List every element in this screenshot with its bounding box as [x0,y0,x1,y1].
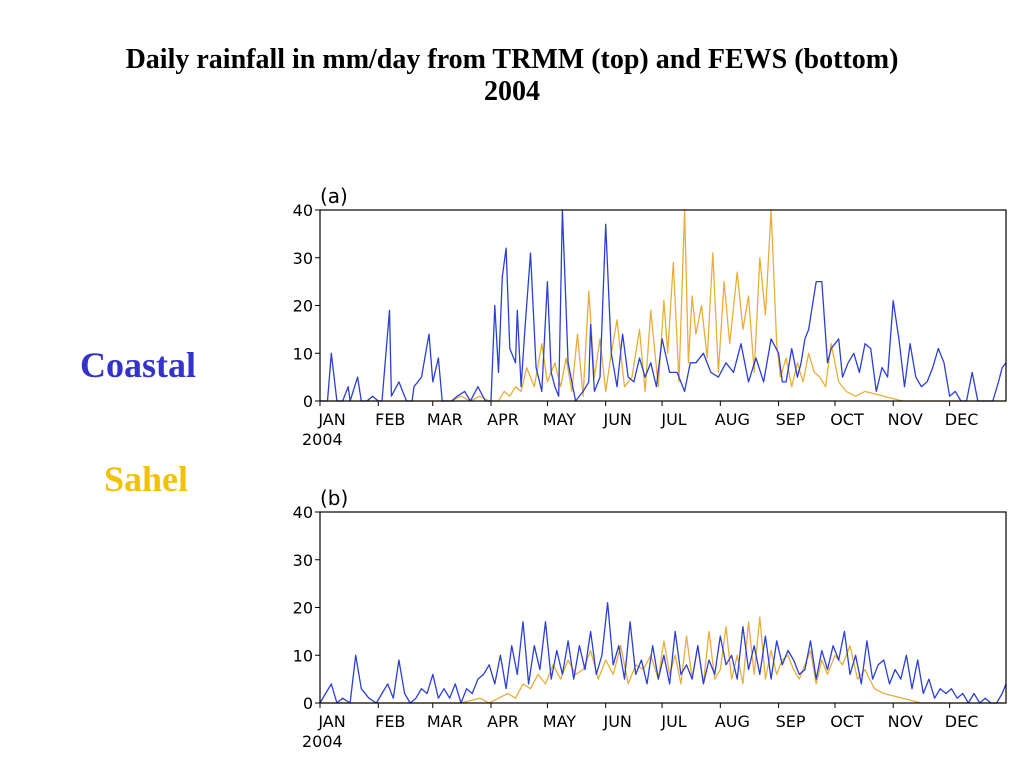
year-label: 2004 [302,430,343,449]
y-tick-label: 40 [293,201,313,220]
x-tick-label: JUL [660,712,686,731]
x-tick-label: MAY [543,712,577,731]
slide-title-line1: Daily rainfall in mm/day from TRMM (top)… [125,44,899,75]
x-tick-label: JAN [317,410,345,429]
x-tick-label: MAY [543,410,577,429]
x-tick-label: MAR [427,712,463,731]
x-tick-label: FEB [375,410,405,429]
y-tick-label: 40 [293,503,313,522]
x-tick-label: AUG [715,410,750,429]
x-tick-label: JUN [602,410,631,429]
y-tick-label: 20 [293,599,313,618]
y-tick-label: 10 [293,646,313,665]
y-tick-label: 0 [303,392,313,411]
y-tick-label: 0 [303,694,313,713]
x-tick-label: SEP [776,410,806,429]
x-tick-label: NOV [888,712,923,731]
x-tick-label: APR [487,712,519,731]
x-tick-label: NOV [888,410,923,429]
x-tick-label: JUN [602,712,631,731]
chart-panel-b: (b) 0 10 20 30 40 JAN FEB MAR APR MAY JUN JUL AUG SEP O… [293,486,1007,751]
y-tick-label: 30 [293,551,313,570]
chart-panel-a: (a) 0 10 20 30 40 JAN FEB MAR APR MAY JUN JUL AUG SEP O… [293,184,1007,449]
series-line-coastal [319,602,1007,704]
y-tick-label: 30 [293,249,313,268]
legend-coastal: Coastal [80,345,196,385]
slide-title-line2: 2004 [484,76,540,107]
x-tick-label: AUG [715,712,750,731]
panel-label: (b) [320,486,348,510]
plot-frame [319,209,1007,402]
slide-title: Daily rainfall in mm/day from TRMM (top)… [0,44,1024,108]
y-tick-label: 10 [293,344,313,363]
x-tick-label: DEC [945,410,979,429]
x-tick-label: SEP [776,712,806,731]
x-tick-label: FEB [375,712,405,731]
y-tick-label: 20 [293,297,313,316]
plot-frame [319,511,1007,704]
legend-sahel: Sahel [104,459,189,499]
year-label: 2004 [302,732,343,751]
x-tick-label: DEC [945,712,979,731]
series-line-sahel [320,209,1006,402]
x-tick-label: JAN [317,712,345,731]
x-tick-label: OCT [830,410,864,429]
x-tick-label: APR [487,410,519,429]
x-tick-label: JUL [660,410,686,429]
x-tick-label: OCT [830,712,864,731]
panel-label: (a) [320,184,348,208]
series-line-coastal [320,209,1007,402]
x-tick-label: MAR [427,410,463,429]
